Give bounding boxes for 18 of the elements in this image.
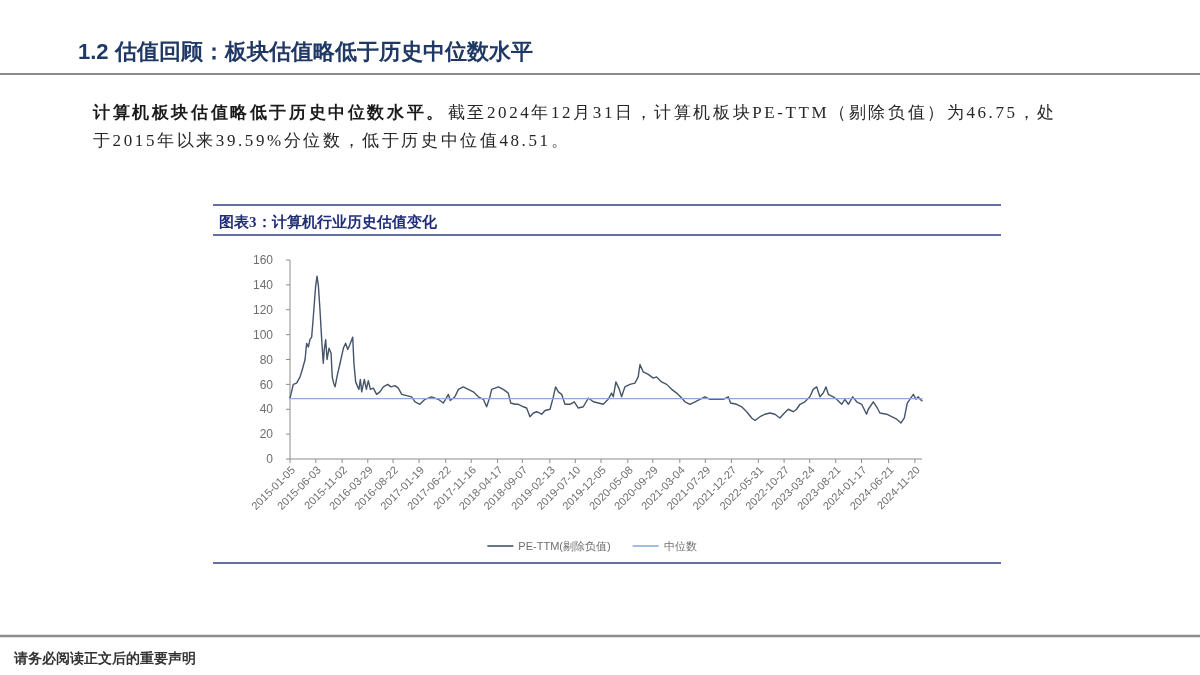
chart-title: 图表3：计算机行业历史估值变化: [219, 213, 438, 230]
legend-label: 中位数: [663, 539, 697, 552]
text: 请务必阅读正文后的重要声明: [13, 650, 196, 666]
text: 截至2024年12月31日，计算机板块PE-TTM（剔除负值）为46.75，处: [447, 103, 1057, 122]
y-tick-label: 120: [252, 302, 274, 317]
text: 1.2 估值回顾：板块估值略低于历史中位数水平: [78, 39, 533, 64]
y-tick-label: 0: [266, 452, 274, 467]
legend-label: PE-TTM(剔除负值): [518, 539, 611, 552]
y-tick-label: 100: [252, 327, 274, 342]
line-series: [289, 275, 923, 424]
y-tick-label: 60: [259, 377, 274, 392]
y-tick-label: 160: [252, 253, 274, 268]
text: 计算机板块估值略低于历史中位数水平。: [92, 103, 446, 122]
y-tick-label: 40: [259, 402, 274, 417]
y-tick-label: 20: [259, 427, 274, 442]
text: 于2015年以来39.59%分位数，低于历史中位值48.51。: [93, 131, 571, 150]
y-tick-label: 80: [259, 352, 274, 367]
y-tick-label: 140: [252, 278, 274, 293]
